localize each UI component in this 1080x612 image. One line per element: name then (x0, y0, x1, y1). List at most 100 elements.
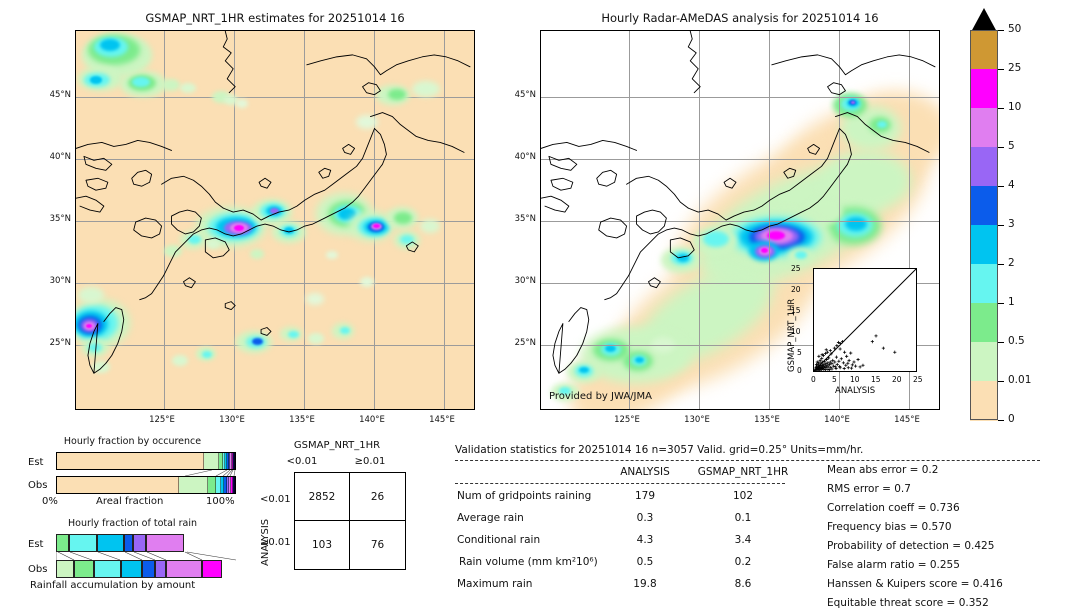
validation-score-2: Correlation coeff = 0.736 (827, 502, 960, 514)
scatter-point (818, 364, 822, 368)
colorbar-label-1: 1 (1008, 296, 1015, 308)
validation-row-analysis-0: 179 (634, 490, 656, 502)
scatter-point (817, 354, 821, 358)
validation-score-6: Hanssen & Kuipers score = 0.416 (827, 578, 1003, 590)
scatter-point (834, 365, 838, 369)
validation-header: Validation statistics for 20251014 16 n=… (455, 444, 864, 456)
contingency-row-label-1: <0.01 (260, 494, 291, 505)
total-rain-chart-title: Hourly fraction of total rain (68, 518, 197, 529)
scatter-point (823, 359, 827, 363)
scatter-point (846, 366, 850, 370)
occurrence-bar-est[interactable] (56, 452, 236, 470)
scatter-xtick-25: 25 (913, 375, 923, 384)
scatter-point (838, 342, 843, 346)
bar-segment (57, 453, 205, 469)
lon-tick-label-145-left: 145°E (429, 415, 455, 425)
contingency-table: GSMAP_NRT_1HR <0.01 ≥0.01 ANALYSIS <0.01… (260, 440, 412, 580)
colorbar-label-5: 5 (1008, 140, 1015, 152)
total-rain-bar-est[interactable] (56, 534, 236, 552)
validation-row-gsmap-4: 8.6 (734, 578, 752, 590)
gsmap-estimate-map[interactable] (75, 30, 475, 410)
scatter-point (874, 334, 878, 338)
lon-gridline-140-right (839, 31, 840, 409)
scatter-point (856, 358, 860, 362)
colorbar-band-10 (970, 108, 998, 148)
lon-gridline-135-right (769, 31, 770, 409)
scatter-point (824, 362, 828, 366)
lat-tick-label-40-left: 40°N (49, 152, 71, 162)
scatter-point (849, 351, 853, 355)
lon-gridline-130-right (699, 31, 700, 409)
lat-gridline-40 (76, 159, 474, 160)
validation-score-1: RMS error = 0.7 (827, 483, 911, 495)
occurrence-row-label-obs: Obs (28, 480, 48, 491)
bar-segment (93, 560, 121, 578)
validation-row-name-1: Average rain (457, 512, 524, 524)
validation-row-analysis-2: 4.3 (636, 534, 654, 546)
validation-row-analysis-4: 19.8 (633, 578, 657, 590)
lat-gridline-45-right (541, 97, 939, 98)
validation-divider-top (455, 460, 1040, 461)
lat-gridline-30-right (541, 283, 939, 284)
scatter-point (837, 359, 841, 363)
bar-segment (178, 477, 209, 493)
scatter-xtick-20: 20 (892, 375, 902, 384)
lat-tick-label-25-left: 25°N (49, 338, 71, 348)
validation-row-name-0: Num of gridpoints raining (457, 490, 592, 502)
scatter-point (827, 362, 832, 367)
scatter-point (846, 361, 850, 365)
scatter-ytick-10: 10 (791, 327, 801, 336)
bar-segment (220, 477, 225, 493)
bar-segment (224, 477, 227, 493)
scatter-point (823, 351, 827, 356)
colorbar-band-1 (970, 303, 998, 343)
scatter-point (881, 346, 885, 350)
occurrence-chart: Hourly fraction by occurence Est Obs 0% … (20, 436, 245, 507)
colorbar-label-0: 0 (1008, 413, 1015, 425)
lon-tick-label-135-left: 135°E (289, 415, 315, 425)
scatter-point (838, 347, 842, 351)
colorbar[interactable] (970, 8, 998, 421)
scatter-point (845, 354, 849, 358)
validation-row-analysis-3: 0.5 (636, 556, 654, 568)
occurrence-x-left-label: 0% (42, 496, 58, 507)
scatter-point (850, 363, 854, 367)
total-rain-bar-obs[interactable] (56, 560, 236, 578)
scatter-point (820, 363, 824, 367)
scatter-point (822, 362, 826, 367)
scatter-point (849, 366, 854, 370)
validation-row-gsmap-2: 3.4 (734, 534, 752, 546)
total-rain-x-title: Rainfall accumulation by amount (30, 580, 196, 591)
colorbar-tick-0.01 (998, 381, 1004, 382)
scatter-point (843, 350, 847, 354)
validation-score-0: Mean abs error = 0.2 (827, 464, 939, 476)
occurrence-x-right-label: 100% (206, 496, 235, 507)
lon-tick-label-145-right: 145°E (894, 415, 920, 425)
scatter-plot-area (813, 268, 917, 372)
scatter-inset[interactable]: 25 20 15 10 5 0 0 5 10 15 20 25 ANALYSIS… (775, 262, 925, 407)
scatter-point (826, 367, 830, 371)
colorbar-band-0.5 (970, 342, 998, 382)
colorbar-tick-50 (998, 30, 1004, 31)
scatter-point (816, 363, 820, 367)
bar-segment (204, 453, 219, 469)
bar-segment (224, 453, 227, 469)
contingency-row-label-2: ≥0.01 (260, 537, 291, 548)
occurrence-row-label-est: Est (28, 457, 44, 468)
right-panel-title: Hourly Radar-AMeDAS analysis for 2025101… (601, 11, 879, 25)
total-rain-row-label-est: Est (28, 539, 44, 550)
lat-tick-label-25-right: 25°N (514, 338, 536, 348)
scatter-point (817, 361, 821, 365)
radar-amedas-map[interactable]: Provided by JWA/JMA (540, 30, 940, 410)
lat-tick-label-35-left: 35°N (49, 214, 71, 224)
occurrence-bar-obs[interactable] (56, 476, 236, 494)
validation-statistics: Validation statistics for 20251014 16 n=… (455, 444, 1075, 609)
scatter-point (815, 360, 819, 364)
bar-segment (145, 534, 184, 552)
bar-segment (68, 534, 98, 552)
colorbar-label-0.5: 0.5 (1008, 335, 1025, 347)
lon-gridline-145 (444, 31, 445, 409)
scatter-point (835, 362, 839, 367)
colorbar-band-25 (970, 69, 998, 109)
scatter-point (827, 356, 831, 360)
